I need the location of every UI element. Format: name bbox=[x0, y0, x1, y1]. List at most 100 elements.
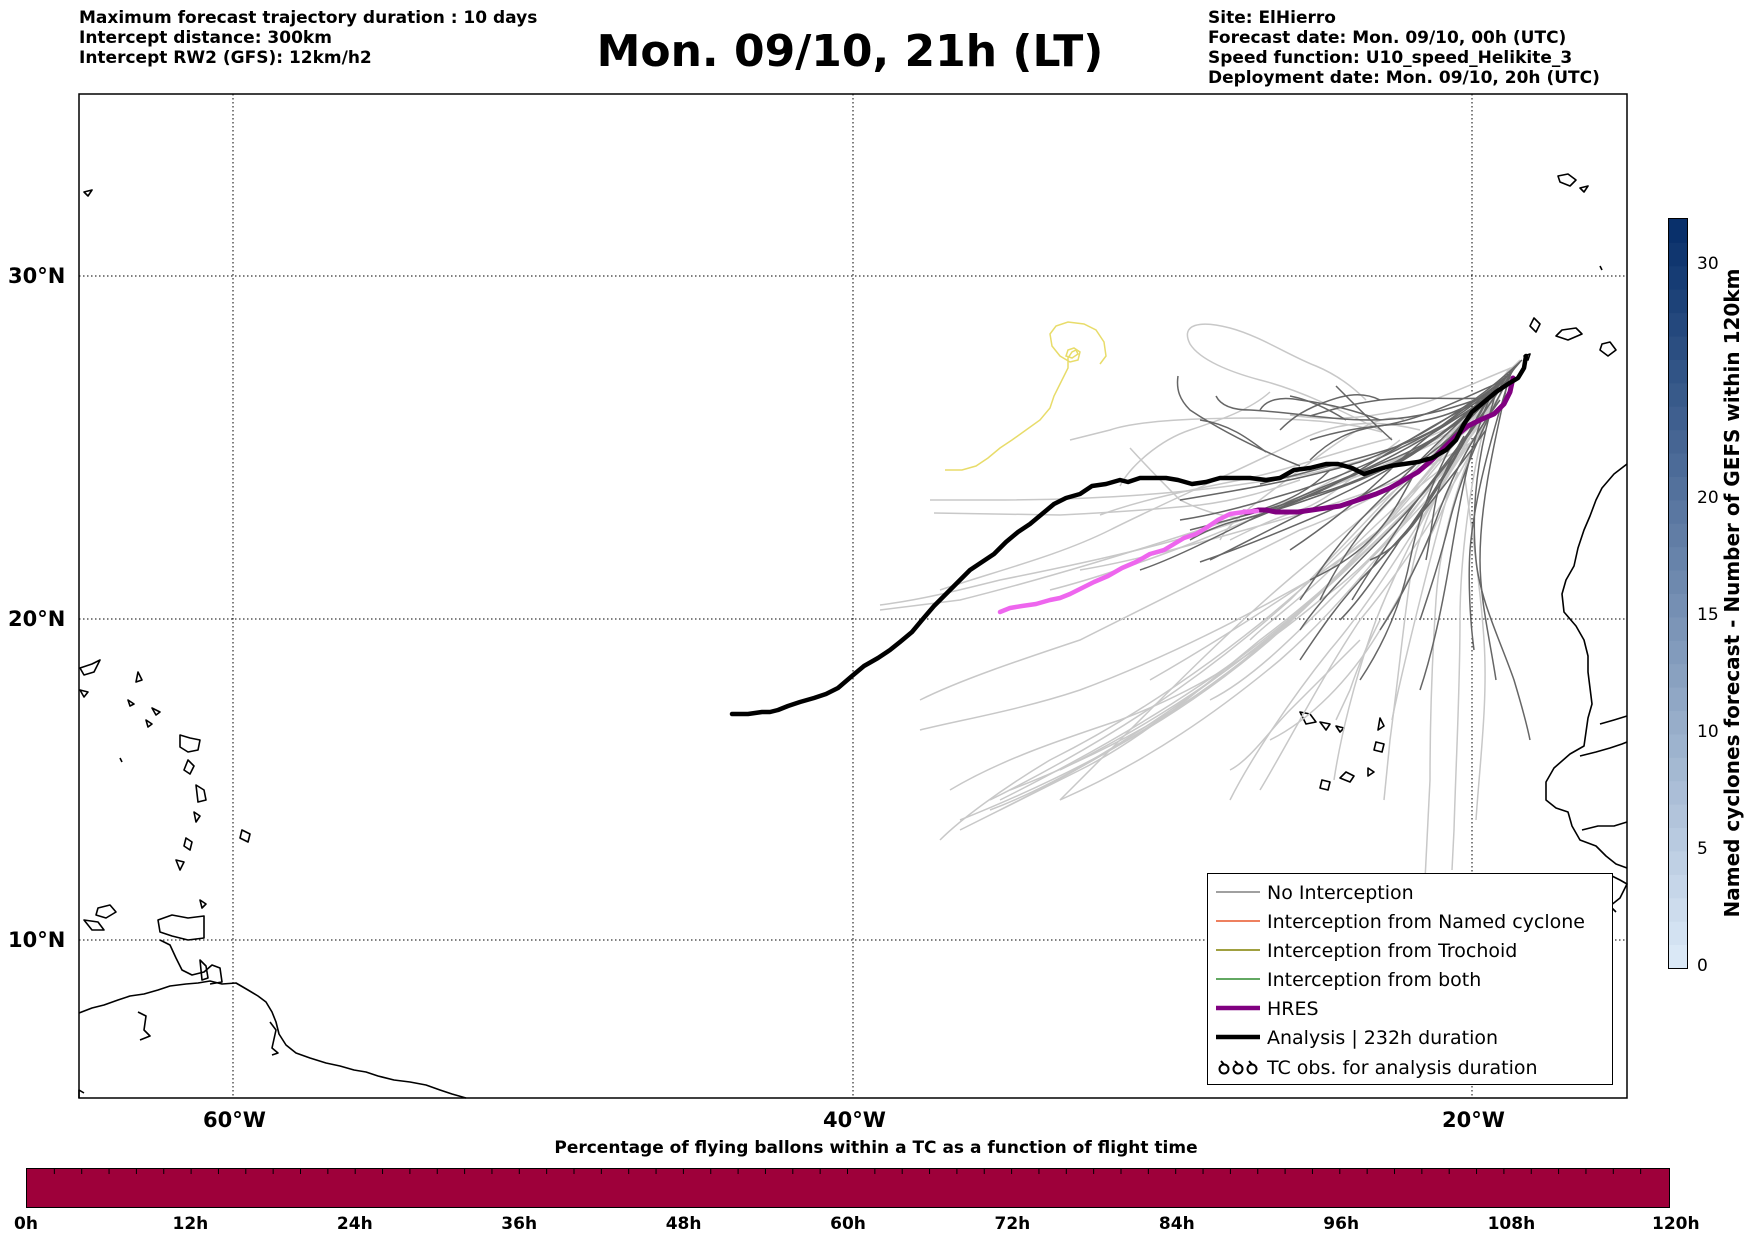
intercept-distance-text: Intercept distance: 300km bbox=[79, 28, 332, 48]
bottom-colorbar-tick-label: 0h bbox=[14, 1214, 38, 1234]
speed-function-text: Speed function: U10_speed_Helikite_3 bbox=[1208, 48, 1573, 68]
colorbar-segment bbox=[1669, 336, 1687, 360]
bottom-colorbar-tick-label: 120h bbox=[1652, 1214, 1700, 1234]
legend-label: HRES bbox=[1267, 998, 1319, 1020]
colorbar-segment bbox=[1669, 593, 1687, 618]
legend-line-icon bbox=[1216, 920, 1260, 922]
right-colorbar-tick-label: 5 bbox=[1697, 838, 1708, 859]
colorbar-segment bbox=[1669, 663, 1687, 688]
colorbar-segment bbox=[1669, 921, 1687, 946]
colorbar-segment bbox=[1669, 546, 1687, 571]
colorbar-segment bbox=[1669, 710, 1687, 735]
map-legend: No Interception Interception from Named … bbox=[1207, 873, 1613, 1085]
lat-tick-30n: 30°N bbox=[8, 264, 66, 288]
legend-line-icon bbox=[1216, 949, 1260, 951]
right-colorbar-tick-label: 20 bbox=[1697, 487, 1719, 508]
header-right: Site: ElHierro Forecast date: Mon. 09/10… bbox=[1208, 8, 1600, 88]
colorbar-segment bbox=[1669, 523, 1687, 548]
bottom-colorbar-tick-label: 24h bbox=[336, 1214, 373, 1234]
colorbar-segment bbox=[1669, 359, 1687, 384]
right-colorbar-tick-label: 30 bbox=[1697, 253, 1719, 274]
colorbar-segment bbox=[1669, 242, 1687, 267]
lat-tick-20n: 20°N bbox=[8, 607, 66, 631]
legend-label: Analysis | 232h duration bbox=[1267, 1027, 1499, 1049]
right-colorbar-tick-label: 10 bbox=[1697, 721, 1719, 742]
colorbar-segment bbox=[1669, 616, 1687, 641]
hres-trajectory bbox=[1241, 375, 1516, 515]
bottom-colorbar-tick-label: 108h bbox=[1487, 1214, 1536, 1234]
legend-line-icon bbox=[1216, 978, 1260, 980]
cyclone-track bbox=[945, 321, 1107, 471]
colorbar-segment bbox=[1669, 406, 1687, 431]
legend-label: Interception from Trochoid bbox=[1267, 940, 1518, 962]
colorbar-segment bbox=[1669, 265, 1687, 290]
legend-item-named-cyclone: Interception from Named cyclone bbox=[1208, 907, 1612, 936]
max-duration-text: Maximum forecast trajectory duration : 1… bbox=[79, 8, 538, 28]
right-colorbar-tick-label: 0 bbox=[1697, 956, 1708, 976]
colorbar-segment bbox=[1669, 312, 1687, 337]
colorbar-segment bbox=[1669, 757, 1687, 782]
bottom-colorbar-tick-label: 36h bbox=[501, 1214, 538, 1234]
colorbar-segment bbox=[1669, 476, 1687, 501]
bottom-colorbar-tick-label: 72h bbox=[994, 1214, 1031, 1234]
map-frame bbox=[78, 93, 1628, 1099]
colorbar-segment bbox=[1669, 804, 1687, 829]
ensemble-trajectories-dark bbox=[1139, 359, 1531, 741]
bottom-colorbar-tick-label: 96h bbox=[1323, 1214, 1360, 1234]
bottom-colorbar-tick-label: 12h bbox=[172, 1214, 209, 1234]
bottom-colorbar-tick-label: 48h bbox=[665, 1214, 702, 1234]
colorbar-segment bbox=[1669, 850, 1687, 875]
cyclone-glyph-icon bbox=[1218, 1060, 1258, 1075]
colorbar-segment bbox=[1669, 289, 1687, 314]
colorbar-segment bbox=[1669, 780, 1687, 805]
bottom-colorbar-ticks bbox=[53, 1169, 1642, 1174]
colorbar-segment bbox=[1669, 499, 1687, 524]
bottom-colorbar-tick-label: 84h bbox=[1158, 1214, 1195, 1234]
legend-item-analysis: Analysis | 232h duration bbox=[1208, 1023, 1612, 1052]
coastlines bbox=[78, 173, 1628, 1099]
site-text: Site: ElHierro bbox=[1208, 8, 1336, 28]
legend-line-icon bbox=[1216, 1034, 1260, 1040]
colorbar-segment bbox=[1669, 733, 1687, 758]
bottom-colorbar bbox=[26, 1168, 1670, 1208]
analysis-trajectory bbox=[729, 353, 1529, 717]
bottom-colorbar-tick-label: 60h bbox=[830, 1214, 866, 1234]
colorbar-segment bbox=[1669, 382, 1687, 407]
colorbar-segment bbox=[1669, 944, 1687, 968]
right-colorbar-tick-label: 15 bbox=[1697, 604, 1719, 625]
colorbar-segment bbox=[1669, 640, 1687, 665]
colorbar-segment bbox=[1669, 453, 1687, 477]
legend-label: Interception from both bbox=[1267, 969, 1482, 991]
right-colorbar-gradient bbox=[1669, 219, 1687, 968]
lon-tick-40w: 40°W bbox=[823, 1108, 886, 1132]
legend-item-hres: HRES bbox=[1208, 994, 1612, 1023]
colorbar-segment bbox=[1669, 570, 1687, 594]
header-left: Maximum forecast trajectory duration : 1… bbox=[79, 8, 537, 68]
colorbar-segment bbox=[1669, 874, 1687, 899]
colorbar-segment bbox=[1669, 687, 1687, 712]
legend-label: No Interception bbox=[1267, 882, 1414, 904]
hres-branch-trajectory bbox=[997, 508, 1260, 615]
legend-line-icon bbox=[1216, 891, 1260, 893]
lon-tick-60w: 60°W bbox=[203, 1108, 266, 1132]
colorbar-segment bbox=[1669, 827, 1687, 852]
colorbar-segment bbox=[1669, 897, 1687, 922]
page-title: Mon. 09/10, 21h (LT) bbox=[596, 26, 1104, 77]
legend-item-both: Interception from both bbox=[1208, 965, 1612, 994]
bottom-colorbar-title: Percentage of flying ballons within a TC… bbox=[554, 1138, 1198, 1158]
deployment-date-text: Deployment date: Mon. 09/10, 20h (UTC) bbox=[1208, 68, 1600, 88]
right-colorbar bbox=[1668, 218, 1688, 969]
lat-tick-10n: 10°N bbox=[8, 928, 66, 952]
right-colorbar-title: Named cyclones forecast - Number of GEFS… bbox=[1720, 268, 1744, 918]
legend-label: Interception from Named cyclone bbox=[1267, 911, 1585, 933]
legend-item-no-interception: No Interception bbox=[1208, 878, 1612, 907]
lon-tick-20w: 20°W bbox=[1442, 1108, 1505, 1132]
legend-line-icon bbox=[1216, 1005, 1260, 1011]
forecast-date-text: Forecast date: Mon. 09/10, 00h (UTC) bbox=[1208, 28, 1567, 48]
legend-label: TC obs. for analysis duration bbox=[1267, 1057, 1538, 1079]
legend-item-tc-obs: TC obs. for analysis duration bbox=[1208, 1053, 1612, 1082]
intercept-rw2-text: Intercept RW2 (GFS): 12km/h2 bbox=[79, 48, 372, 68]
colorbar-segment bbox=[1669, 429, 1687, 454]
legend-item-trochoid: Interception from Trochoid bbox=[1208, 936, 1612, 965]
colorbar-segment bbox=[1669, 219, 1687, 243]
